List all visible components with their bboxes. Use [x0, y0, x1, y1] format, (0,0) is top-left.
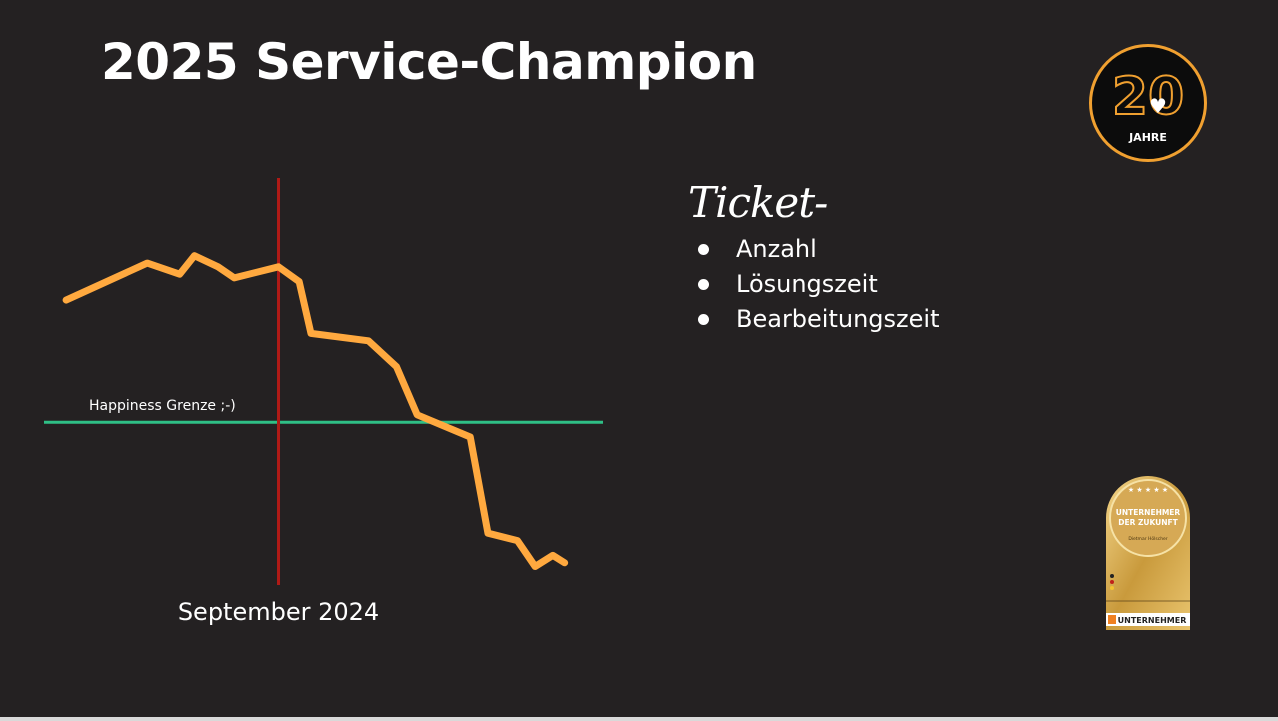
- anniversary-number: 20: [1111, 66, 1185, 128]
- september-marker-label: September 2024: [178, 598, 379, 626]
- ticket-metrics-list: Anzahl Lösungszeit Bearbeitungszeit: [698, 232, 939, 337]
- heart-icon: ♥: [1149, 94, 1167, 118]
- anniversary-text: JAHRE: [1129, 131, 1167, 144]
- bullet-icon: [698, 314, 709, 325]
- svg-text:UNTERNEHMER: UNTERNEHMER: [1116, 508, 1181, 517]
- ticket-trend-line: [62, 252, 569, 570]
- svg-text:DER ZUKUNFT: DER ZUKUNFT: [1118, 518, 1178, 527]
- award-seal: ★ ★ ★ ★ ★ UNTERNEHMER DER ZUKUNFT Dietma…: [1106, 476, 1190, 630]
- bullet-icon: [698, 244, 709, 255]
- list-item: Anzahl: [698, 232, 939, 267]
- line-chart: Happiness Grenze ;-) September 2024: [44, 178, 603, 626]
- list-item: Lösungszeit: [698, 267, 939, 302]
- ticket-heading: Ticket-: [688, 178, 828, 227]
- bullet-icon: [698, 279, 709, 290]
- page-title: 2025 Service-Champion: [101, 33, 757, 91]
- bottom-divider: [0, 717, 1278, 721]
- svg-text:UNTERNEHMER: UNTERNEHMER: [1118, 616, 1187, 625]
- svg-text:Dietmar Hölscher: Dietmar Hölscher: [1128, 536, 1167, 542]
- list-item: Bearbeitungszeit: [698, 302, 939, 337]
- svg-text:★ ★ ★ ★ ★: ★ ★ ★ ★ ★: [1128, 486, 1168, 494]
- anniversary-logo: 20 ♥ JAHRE: [1089, 44, 1207, 162]
- happiness-threshold-label: Happiness Grenze ;-): [89, 398, 236, 414]
